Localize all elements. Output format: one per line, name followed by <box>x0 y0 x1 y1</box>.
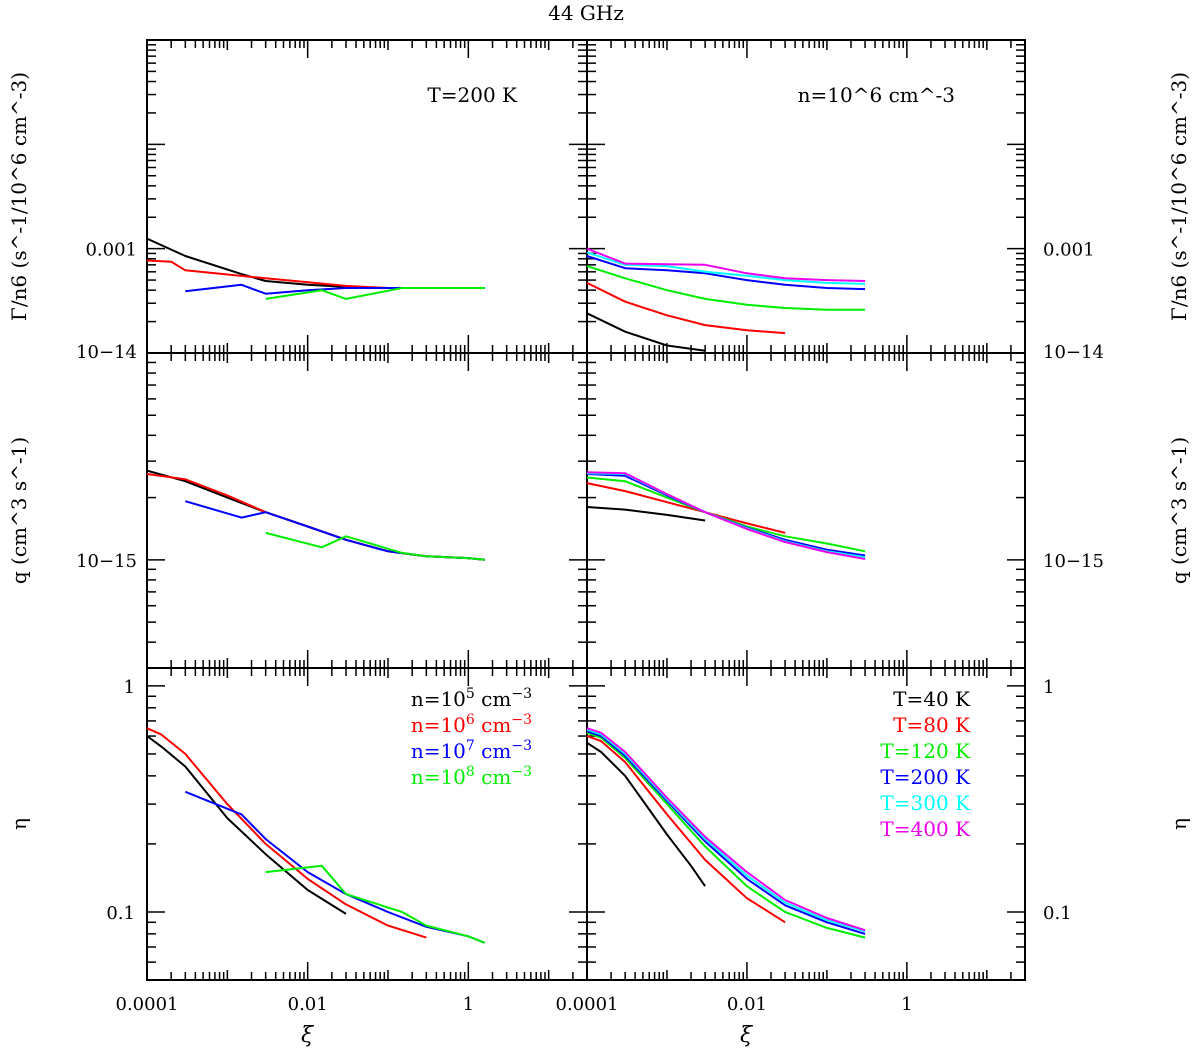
x-tick-label: 0.01 <box>288 994 328 1015</box>
series-line <box>586 741 706 887</box>
legend-entry: T=300 K <box>880 791 971 815</box>
series-line <box>586 251 866 285</box>
panel-bottom-right: 1 0.1 η 0.0001 0.01 1 ξ T=40 KT=80 KT=120 KT=20… <box>556 667 1191 1048</box>
panel-bottom-left: 10.1η0.0001 0.01 1ξn=105 cm−3n=106 cm−3n=1… <box>7 667 588 1048</box>
series-line <box>146 735 347 915</box>
series-line <box>586 476 866 553</box>
series-line <box>265 531 485 561</box>
series-line <box>265 864 486 944</box>
x-tick-label: 1 <box>463 994 474 1015</box>
series-line <box>586 731 866 939</box>
panel-annotation: n=10^6 cm^-3 <box>798 83 955 107</box>
panel-middle-right: 10−15 q (cm^3 s^-1) <box>586 352 1191 669</box>
panel-annotation: T=200 K <box>427 83 518 107</box>
y-tick-label: 0.001 <box>1043 240 1095 261</box>
series-line <box>586 312 706 352</box>
series-line <box>146 259 485 289</box>
legend-entry: T=40 K <box>893 687 971 711</box>
series-line <box>586 471 866 560</box>
y-tick-label: 1 <box>1043 677 1054 698</box>
legend-entry: T=120 K <box>880 739 971 763</box>
panel-top-left: 0.001 10−14 Γ/n6 (s^-1/10^6 cm^-3) T=200 K <box>7 39 588 363</box>
y-tick-label: 10−14 <box>76 342 137 363</box>
legend-superscript: 8 <box>466 764 475 780</box>
y-tick-label: 0.001 <box>85 240 137 261</box>
legend-unit-superscript: −3 <box>511 764 532 780</box>
x-tick-label: 1 <box>901 994 912 1015</box>
panel-frame <box>146 352 588 669</box>
panel-frame <box>586 352 1026 669</box>
series-line <box>586 282 786 335</box>
panel-middle-left: 10−15 q (cm^3 s^-1) <box>7 352 588 669</box>
y-tick-label: 0.1 <box>1043 903 1072 924</box>
series-line <box>586 730 866 935</box>
legend-unit: cm <box>475 687 512 711</box>
y-axis-title: η <box>1167 818 1191 830</box>
series-line <box>586 255 866 291</box>
series-line <box>586 472 866 559</box>
legend-entry: T=80 K <box>893 713 971 737</box>
series-line <box>146 727 427 939</box>
panel-top-right: 0.001 10−14 Γ/n6 (s^-1/10^6 cm^-3) n=10^6 c… <box>586 39 1191 363</box>
series-line <box>185 500 485 561</box>
legend-unit: cm <box>475 739 512 763</box>
panel-frame <box>146 39 588 354</box>
legend-entry: n=106 cm−3 <box>411 712 532 737</box>
legend-superscript: 6 <box>466 712 475 728</box>
y-tick-label: 10−15 <box>1043 551 1104 572</box>
series-line <box>586 265 866 311</box>
series-line <box>586 482 786 534</box>
legend-label: T=40 K <box>893 687 971 711</box>
y-tick-label: 10−14 <box>1043 342 1104 363</box>
legend-label: n=10 <box>411 739 466 763</box>
series-line <box>265 287 485 300</box>
y-tick-label: 1 <box>124 677 135 698</box>
y-axis-title: q (cm^3 s^-1) <box>1167 437 1191 584</box>
legend-label: n=10 <box>411 687 466 711</box>
legend-label: T=400 K <box>880 817 971 841</box>
y-axis-title: q (cm^3 s^-1) <box>7 437 31 584</box>
series-line <box>184 790 486 944</box>
y-tick-label: 10−15 <box>76 551 137 572</box>
x-tick-label: 0.01 <box>727 994 767 1015</box>
legend-superscript: 5 <box>466 686 475 702</box>
series-line <box>586 728 866 933</box>
series-line <box>586 735 786 924</box>
legend-label: T=120 K <box>880 739 971 763</box>
legend-label: T=300 K <box>880 791 971 815</box>
legend-entry: T=400 K <box>880 817 971 841</box>
figure-title: 44 GHz <box>548 1 624 25</box>
legend-label: n=10 <box>411 765 466 789</box>
series-line <box>586 247 866 282</box>
legend-label: T=80 K <box>893 713 971 737</box>
legend-superscript: 7 <box>466 738 475 754</box>
panel-frame <box>586 667 1026 981</box>
legend-unit-superscript: −3 <box>511 712 532 728</box>
y-axis-title: Γ/n6 (s^-1/10^6 cm^-3) <box>1167 72 1191 321</box>
legend-entry: n=105 cm−3 <box>411 686 532 711</box>
y-axis-title: Γ/n6 (s^-1/10^6 cm^-3) <box>7 72 31 321</box>
series-line <box>146 237 485 289</box>
x-tick-label: 0.0001 <box>116 994 179 1015</box>
legend-unit: cm <box>475 713 512 737</box>
y-axis-title: η <box>7 818 31 830</box>
series-line <box>586 727 866 932</box>
legend-entry: T=200 K <box>880 765 971 789</box>
series-line <box>586 506 706 522</box>
legend-unit: cm <box>475 765 512 789</box>
x-axis-title: ξ <box>740 1023 754 1048</box>
x-tick-label: 0.0001 <box>556 994 619 1015</box>
legend-label: T=200 K <box>880 765 971 789</box>
legend-entry: n=107 cm−3 <box>411 738 532 763</box>
y-tick-label: 0.1 <box>106 903 135 924</box>
legend-unit-superscript: −3 <box>511 686 532 702</box>
legend-label: n=10 <box>411 713 466 737</box>
legend-entry: n=108 cm−3 <box>411 764 532 789</box>
x-axis-title: ξ <box>301 1023 315 1048</box>
legend-unit-superscript: −3 <box>511 738 532 754</box>
